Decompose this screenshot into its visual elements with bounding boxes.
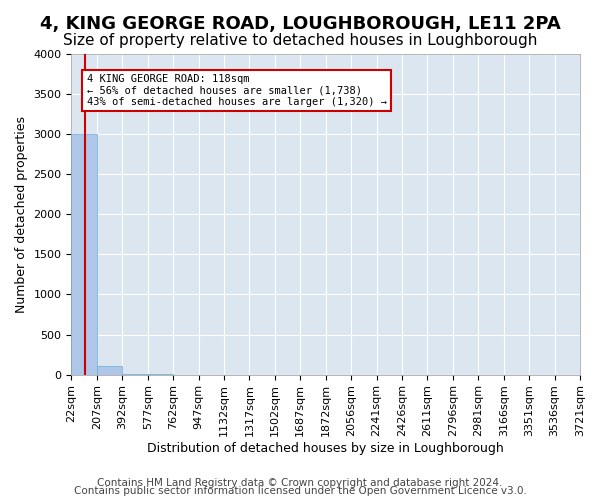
Text: Contains HM Land Registry data © Crown copyright and database right 2024.: Contains HM Land Registry data © Crown c… — [97, 478, 503, 488]
Text: 4 KING GEORGE ROAD: 118sqm
← 56% of detached houses are smaller (1,738)
43% of s: 4 KING GEORGE ROAD: 118sqm ← 56% of deta… — [86, 74, 386, 107]
Y-axis label: Number of detached properties: Number of detached properties — [15, 116, 28, 313]
Text: Contains public sector information licensed under the Open Government Licence v3: Contains public sector information licen… — [74, 486, 526, 496]
Bar — [71, 134, 97, 374]
Text: Size of property relative to detached houses in Loughborough: Size of property relative to detached ho… — [63, 32, 537, 48]
X-axis label: Distribution of detached houses by size in Loughborough: Distribution of detached houses by size … — [148, 442, 504, 455]
Text: 4, KING GEORGE ROAD, LOUGHBOROUGH, LE11 2PA: 4, KING GEORGE ROAD, LOUGHBOROUGH, LE11 … — [40, 15, 560, 33]
Bar — [97, 366, 122, 374]
